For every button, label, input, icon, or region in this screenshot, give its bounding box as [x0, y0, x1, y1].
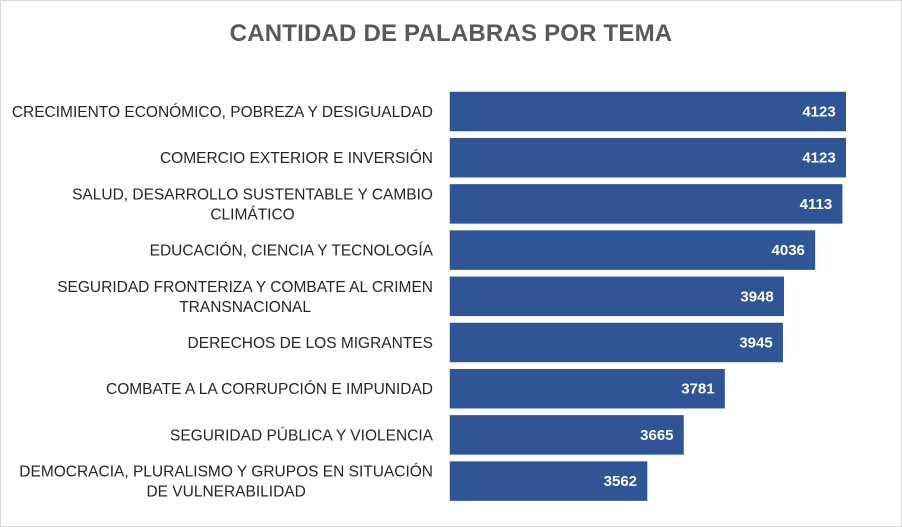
bar: [448, 90, 848, 133]
bar: [448, 367, 727, 410]
data-label: 4123: [802, 150, 835, 167]
data-label: 4036: [772, 242, 805, 259]
category-label: DEMOCRACIA, PLURALISMO Y GRUPOS EN SITUA…: [19, 464, 433, 501]
data-label: 3781: [681, 381, 714, 398]
category-label-line: SEGURIDAD FRONTERIZA Y COMBATE AL CRIMEN: [57, 279, 433, 296]
data-label: 4123: [802, 104, 835, 121]
category-label-line: DE VULNERABILIDAD: [146, 484, 305, 501]
category-label: CRECIMIENTO ECONÓMICO, POBREZA Y DESIGUA…: [12, 104, 433, 121]
category-label-line: SALUD, DESARROLLO SUSTENTABLE Y CAMBIO: [72, 186, 433, 203]
bar: [448, 136, 848, 179]
chart-title: CANTIDAD DE PALABRAS POR TEMA: [229, 20, 673, 47]
category-label-line: TRANSNACIONAL: [179, 299, 311, 316]
bar: [448, 228, 817, 272]
bar: [448, 275, 786, 318]
category-label: COMBATE A LA CORRUPCIÓN E IMPUNIDAD: [106, 381, 433, 398]
category-label: SALUD, DESARROLLO SUSTENTABLE Y CAMBIO CL…: [72, 186, 433, 223]
category-label: COMERCIO EXTERIOR E INVERSIÓN: [160, 150, 433, 167]
category-label-line: CRECIMIENTO ECONÓMICO, POBREZA Y DESIGUA…: [12, 104, 433, 121]
bar: [448, 321, 785, 364]
data-label: 3562: [604, 473, 637, 490]
data-label: 3945: [739, 335, 772, 352]
data-label: 4113: [800, 196, 833, 213]
category-label-line: SEGURIDAD PÚBLICA Y VIOLENCIA: [170, 427, 434, 444]
data-label: 3948: [740, 288, 773, 305]
bar: [448, 459, 649, 503]
category-label-line: CLIMÁTICO: [210, 206, 294, 223]
category-label-line: COMBATE A LA CORRUPCIÓN E IMPUNIDAD: [106, 381, 433, 398]
category-label: SEGURIDAD FRONTERIZA Y COMBATE AL CRIMEN…: [57, 279, 433, 316]
data-label: 3665: [640, 427, 673, 444]
bar: [448, 413, 686, 457]
category-label-line: DEMOCRACIA, PLURALISMO Y GRUPOS EN SITUA…: [19, 464, 433, 481]
category-label: DERECHOS DE LOS MIGRANTES: [188, 335, 433, 352]
bar: [448, 182, 844, 226]
category-label: SEGURIDAD PÚBLICA Y VIOLENCIA: [170, 427, 434, 444]
category-label-line: DERECHOS DE LOS MIGRANTES: [188, 335, 433, 352]
category-label-line: COMERCIO EXTERIOR E INVERSIÓN: [160, 150, 433, 167]
category-label-line: EDUCACIÓN, CIENCIA Y TECNOLOGÍA: [150, 243, 434, 260]
category-label: EDUCACIÓN, CIENCIA Y TECNOLOGÍA: [150, 243, 434, 260]
